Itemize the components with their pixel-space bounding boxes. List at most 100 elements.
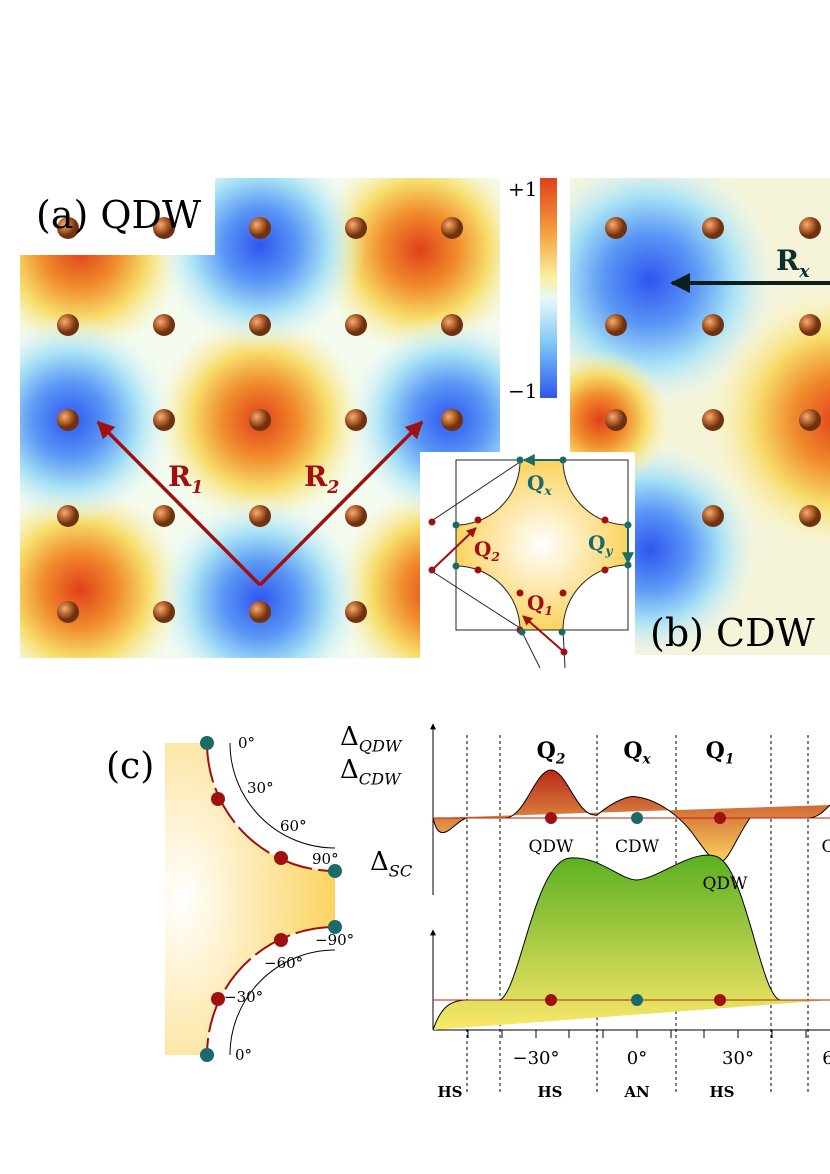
point-label: QDW [528, 837, 574, 857]
atom [57, 601, 79, 623]
colorbar [540, 178, 557, 398]
region-label: AN [623, 1083, 650, 1101]
symbol-main: Q [588, 531, 605, 555]
peak-label: Q2 [537, 738, 566, 768]
symbol-sub: 1 [544, 603, 553, 618]
vector-label: Rx [776, 244, 810, 282]
q-label: Q2 [474, 537, 500, 564]
atom [153, 409, 175, 431]
colorbar-max: +1 [508, 177, 537, 201]
x-tick-label: 30° [722, 1048, 754, 1069]
symbol-sub: SC [389, 862, 413, 881]
y-label: ΔQDW [340, 722, 403, 756]
atom [345, 601, 367, 623]
angle-label: 30° [247, 779, 274, 797]
angle-label: 0° [235, 1046, 252, 1064]
atom [441, 217, 463, 239]
atom [605, 217, 627, 239]
symbol-main: Q [706, 738, 725, 764]
region-label: HS [437, 1083, 462, 1101]
vector-label: R2 [304, 460, 339, 498]
atom [605, 314, 627, 336]
atom [153, 217, 175, 239]
q-label: Qy [588, 531, 613, 558]
atom [605, 409, 627, 431]
atom [345, 314, 367, 336]
angle-label: 60° [280, 817, 307, 835]
angle-label: 0° [238, 734, 255, 752]
symbol-main: Q [527, 591, 544, 615]
q-label: Q1 [527, 591, 553, 618]
symbol-main: Δ [340, 755, 359, 785]
atom [799, 409, 821, 431]
atom [441, 314, 463, 336]
atom [702, 314, 724, 336]
symbol-main: Δ [340, 722, 359, 752]
symbol-main: R [776, 244, 800, 277]
symbol-sub: 1 [191, 478, 203, 498]
atom [702, 217, 724, 239]
vector-r2 [258, 420, 424, 587]
region-label: HS [709, 1083, 734, 1101]
panel-label: (a) QDW [36, 193, 201, 237]
symbol-sub: 1 [725, 752, 734, 768]
atom [249, 505, 271, 527]
symbol-sub: CDW [359, 770, 402, 789]
atom [702, 409, 724, 431]
atom [345, 409, 367, 431]
panel-label: (c) [106, 746, 154, 787]
x-tick-label: −30° [513, 1048, 560, 1069]
symbol-main: Q [474, 537, 491, 561]
point-label: CDW [615, 837, 660, 857]
symbol-sub: 2 [555, 752, 565, 768]
panel-label: (b) CDW [650, 611, 815, 655]
x-tick-label: 6 [822, 1048, 830, 1069]
atom [702, 505, 724, 527]
atom [249, 217, 271, 239]
symbol-sub: 2 [326, 478, 339, 498]
atom [441, 409, 463, 431]
symbol-sub: x [798, 262, 810, 282]
colorbar-min: −1 [508, 379, 537, 403]
atom [799, 217, 821, 239]
plots [430, 723, 830, 1095]
y-label: ΔCDW [340, 755, 402, 789]
atom [249, 314, 271, 336]
vector-label: R1 [168, 460, 203, 498]
symbol-main: Δ [370, 847, 389, 877]
atom [799, 505, 821, 527]
symbol-sub: x [642, 752, 652, 768]
atom [345, 505, 367, 527]
atom [57, 409, 79, 431]
label-box [20, 178, 215, 255]
x-tick-label: 0° [627, 1048, 647, 1069]
atom [153, 505, 175, 527]
y-label: ΔSC [370, 847, 413, 881]
symbol-sub: x [543, 483, 552, 498]
plot-points [545, 812, 726, 1006]
angle-label: −90° [315, 931, 354, 949]
panel-c-fs [165, 736, 342, 1062]
atom [153, 314, 175, 336]
atom [799, 314, 821, 336]
atom [57, 314, 79, 336]
symbol-main: Q [527, 471, 544, 495]
symbol-main: R [304, 460, 328, 493]
atom [249, 409, 271, 431]
atom [249, 601, 271, 623]
vector-r1 [96, 420, 262, 587]
atom [57, 217, 79, 239]
atom [153, 601, 175, 623]
atom [345, 217, 367, 239]
point-label: C [821, 837, 830, 857]
symbol-sub: 2 [490, 549, 500, 564]
peak-label: Qx [623, 738, 651, 768]
symbol-main: Q [537, 738, 556, 764]
symbol-main: Q [623, 738, 642, 764]
symbol-sub: y [604, 543, 613, 558]
inset [420, 452, 635, 669]
symbol-sub: QDW [359, 737, 403, 756]
peak-label: Q1 [706, 738, 735, 768]
angle-label: 90° [312, 850, 339, 868]
